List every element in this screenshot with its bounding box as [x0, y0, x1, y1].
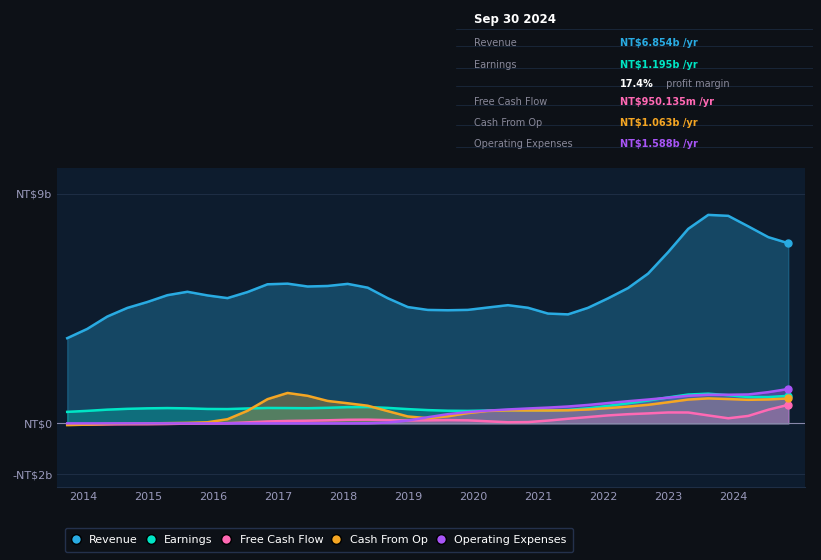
Text: Free Cash Flow: Free Cash Flow	[474, 97, 547, 108]
Text: Sep 30 2024: Sep 30 2024	[474, 13, 556, 26]
Text: NT$1.195b /yr: NT$1.195b /yr	[620, 60, 698, 70]
Text: Revenue: Revenue	[474, 38, 516, 48]
Text: Earnings: Earnings	[474, 60, 516, 70]
Text: NT$950.135m /yr: NT$950.135m /yr	[620, 97, 714, 108]
Legend: Revenue, Earnings, Free Cash Flow, Cash From Op, Operating Expenses: Revenue, Earnings, Free Cash Flow, Cash …	[65, 528, 573, 552]
Text: 17.4%: 17.4%	[620, 78, 654, 88]
Text: NT$6.854b /yr: NT$6.854b /yr	[620, 38, 698, 48]
Text: NT$1.063b /yr: NT$1.063b /yr	[620, 118, 698, 128]
Text: Operating Expenses: Operating Expenses	[474, 139, 572, 150]
Text: NT$1.588b /yr: NT$1.588b /yr	[620, 139, 698, 150]
Text: Cash From Op: Cash From Op	[474, 118, 542, 128]
Text: profit margin: profit margin	[663, 78, 729, 88]
